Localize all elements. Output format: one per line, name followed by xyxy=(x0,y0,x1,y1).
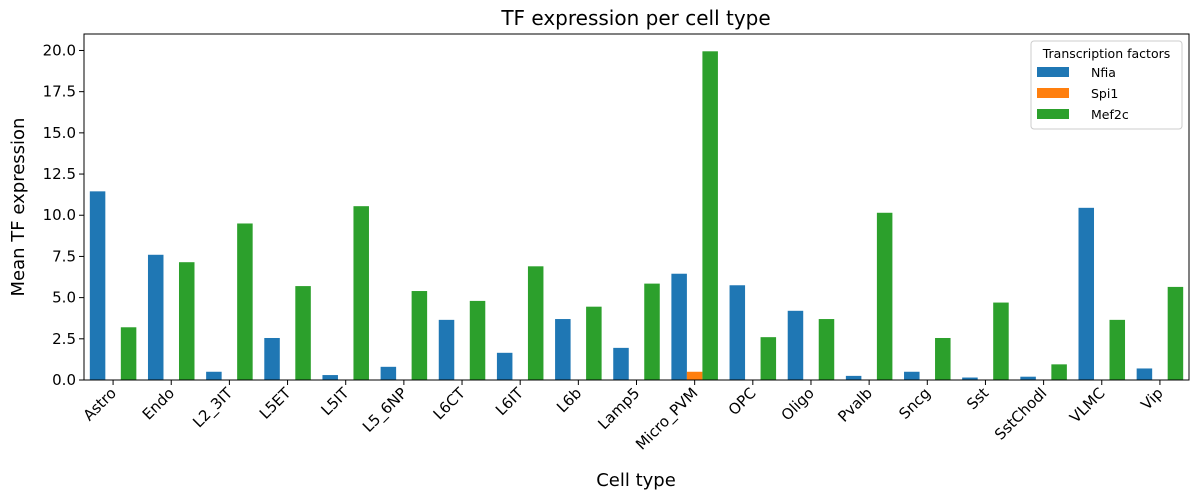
x-tick-label: VLMC xyxy=(1066,384,1108,426)
bar-mef2c-oligo xyxy=(818,319,835,380)
bar-nfia-lamp5 xyxy=(613,347,629,380)
y-tick-label: 20.0 xyxy=(43,41,76,59)
x-tick-label: SstChodl xyxy=(991,384,1050,443)
x-tick-label: L5IT xyxy=(318,384,354,420)
x-tick-label: L6CT xyxy=(430,384,470,424)
bar-nfia-pvalb xyxy=(845,375,862,380)
legend-title: Transcription factors xyxy=(1042,46,1171,61)
bar-nfia-l6ct xyxy=(438,319,455,380)
bar-mef2c-opc xyxy=(760,337,777,380)
bar-mef2c-sstchodl xyxy=(1051,364,1067,380)
legend-box xyxy=(1030,40,1183,130)
bar-mef2c-l6it xyxy=(527,266,544,380)
bar-nfia-sst xyxy=(962,377,978,380)
bar-mef2c-pvalb xyxy=(876,212,893,380)
bar-mef2c-vip xyxy=(1167,286,1184,380)
x-tick-label: L6b xyxy=(553,384,585,416)
bar-nfia-opc xyxy=(729,285,746,380)
chart-title: TF expression per cell type xyxy=(500,6,770,30)
bar-mef2c-sncg xyxy=(935,337,951,380)
x-axis: Astro Endo L2_3IT L5ET L5IT L5_6NP L6CT L6IT L6b… xyxy=(80,380,1167,454)
x-tick-label: OPC xyxy=(725,384,760,419)
bar-mef2c-astro xyxy=(120,327,137,380)
y-tick-label: 0.0 xyxy=(52,371,76,389)
y-tick-label: 15.0 xyxy=(43,124,76,142)
y-tick-label: 17.5 xyxy=(43,83,76,101)
x-axis-label: Cell type xyxy=(596,470,676,491)
bar-nfia-l5_6np xyxy=(380,366,397,380)
x-tick-label: L5_6NP xyxy=(359,384,411,436)
y-tick-label: 5.0 xyxy=(52,289,76,307)
x-tick-label: Micro_PVM xyxy=(632,384,702,454)
y-tick-label: 12.5 xyxy=(43,165,76,183)
x-tick-label: Astro xyxy=(80,384,120,424)
y-tick-label: 7.5 xyxy=(52,247,76,265)
y-axis: 0.0 2.5 5.0 7.5 10.0 12.5 15.0 17.5 20.0 xyxy=(43,41,84,389)
x-tick-label: Oligo xyxy=(778,384,818,424)
bar-mef2c-l2_3it xyxy=(237,223,253,380)
x-tick-label: Vip xyxy=(1137,384,1166,413)
bar-nfia-l2_3it xyxy=(206,371,222,380)
bar-mef2c-endo xyxy=(178,262,195,380)
legend-label-spi1: Spi1 xyxy=(1091,86,1118,101)
bar-nfia-l6it xyxy=(496,352,513,380)
bar-nfia-vlmc xyxy=(1078,207,1095,380)
bar-nfia-sncg xyxy=(904,371,920,380)
legend: Transcription factors Nfia Spi1 Mef2c xyxy=(1030,40,1183,130)
legend-swatch-mef2c xyxy=(1037,109,1069,119)
bar-mef2c-lamp5 xyxy=(644,283,660,380)
x-tick-label: Pvalb xyxy=(834,384,876,426)
bar-mef2c-micro_pvm xyxy=(702,51,718,381)
bar-nfia-endo xyxy=(147,254,164,380)
legend-swatch-spi1 xyxy=(1037,88,1069,98)
bar-spi1-micro_pvm xyxy=(686,371,703,380)
bar-mef2c-sst xyxy=(993,302,1009,380)
x-tick-label: L2_3IT xyxy=(189,384,237,432)
bar-nfia-sstchodl xyxy=(1020,376,1036,380)
y-axis-label: Mean TF expression xyxy=(8,118,29,297)
x-tick-label: Sst xyxy=(963,384,992,413)
bar-mef2c-l5_6np xyxy=(411,291,428,380)
x-tick-label: Sncg xyxy=(895,384,934,423)
x-tick-label: Lamp5 xyxy=(594,384,643,433)
bar-nfia-micro_pvm xyxy=(671,273,687,380)
bar-mef2c-l5it xyxy=(353,206,369,380)
bar-nfia-l5et xyxy=(264,337,280,380)
bar-nfia-vip xyxy=(1136,368,1153,380)
x-tick-label: L5ET xyxy=(256,384,295,423)
legend-swatch-nfia xyxy=(1037,67,1069,77)
bar-mef2c-vlmc xyxy=(1109,319,1126,380)
legend-label-mef2c: Mef2c xyxy=(1091,107,1129,122)
bar-nfia-oligo xyxy=(787,310,804,380)
bar-nfia-astro xyxy=(89,191,106,380)
legend-entries: Nfia Spi1 Mef2c xyxy=(1037,65,1129,122)
legend-label-nfia: Nfia xyxy=(1091,65,1116,80)
bar-mef2c-l6b xyxy=(586,306,602,380)
bar-nfia-l5it xyxy=(322,375,338,380)
y-tick-label: 2.5 xyxy=(52,330,76,348)
bars-layer xyxy=(89,51,1184,381)
y-tick-label: 10.0 xyxy=(43,206,76,224)
bar-nfia-l6b xyxy=(555,319,571,380)
bar-mef2c-l5et xyxy=(295,286,311,380)
x-tick-label: Endo xyxy=(139,384,178,423)
bar-mef2c-l6ct xyxy=(469,300,486,380)
x-tick-label: L6IT xyxy=(492,384,528,420)
